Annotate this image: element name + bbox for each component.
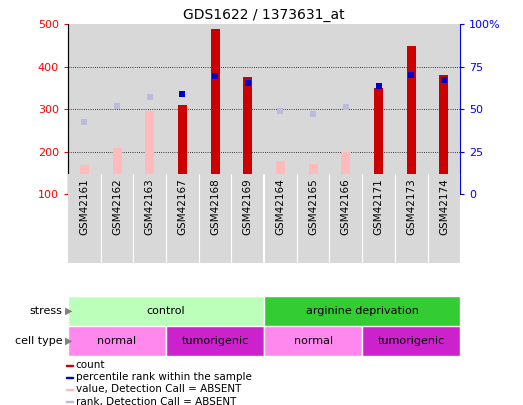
Bar bbox=[68, 296, 264, 326]
Bar bbox=[166, 24, 199, 194]
Bar bbox=[439, 75, 448, 194]
Text: normal: normal bbox=[97, 336, 137, 346]
Bar bbox=[264, 24, 297, 194]
Bar bbox=[65, 377, 73, 378]
Text: tumorigenic: tumorigenic bbox=[378, 336, 445, 346]
Bar bbox=[395, 174, 428, 263]
Text: GSM42169: GSM42169 bbox=[243, 179, 253, 235]
Bar bbox=[145, 111, 154, 194]
Bar bbox=[264, 326, 362, 356]
Bar bbox=[231, 24, 264, 194]
Bar bbox=[166, 174, 199, 263]
Bar bbox=[65, 364, 73, 366]
Bar bbox=[199, 24, 231, 194]
Text: GSM42163: GSM42163 bbox=[145, 179, 155, 235]
Text: count: count bbox=[76, 360, 105, 370]
Bar bbox=[243, 77, 252, 194]
Text: GSM42174: GSM42174 bbox=[439, 179, 449, 235]
Bar bbox=[395, 24, 428, 194]
Bar bbox=[309, 164, 317, 194]
Text: ▶: ▶ bbox=[65, 336, 73, 346]
Text: arginine deprivation: arginine deprivation bbox=[306, 306, 418, 316]
Bar bbox=[407, 46, 416, 194]
Bar bbox=[68, 24, 100, 194]
Bar bbox=[428, 24, 460, 194]
Bar bbox=[68, 174, 100, 263]
Text: cell type: cell type bbox=[15, 336, 63, 346]
Bar bbox=[264, 296, 460, 326]
Text: ▶: ▶ bbox=[65, 306, 73, 316]
Bar bbox=[68, 326, 166, 356]
Bar bbox=[342, 152, 350, 194]
Text: tumorigenic: tumorigenic bbox=[181, 336, 249, 346]
Bar bbox=[100, 174, 133, 263]
Bar bbox=[65, 389, 73, 390]
Bar bbox=[231, 174, 264, 263]
Bar bbox=[112, 149, 121, 194]
Text: control: control bbox=[147, 306, 185, 316]
Bar bbox=[65, 401, 73, 402]
Text: GSM42171: GSM42171 bbox=[373, 179, 383, 235]
Bar bbox=[428, 174, 460, 263]
Bar bbox=[362, 174, 395, 263]
Text: stress: stress bbox=[30, 306, 63, 316]
Text: GSM42173: GSM42173 bbox=[406, 179, 416, 235]
Bar bbox=[133, 174, 166, 263]
Text: percentile rank within the sample: percentile rank within the sample bbox=[76, 372, 252, 382]
Text: GSM42167: GSM42167 bbox=[177, 179, 187, 235]
Text: rank, Detection Call = ABSENT: rank, Detection Call = ABSENT bbox=[76, 396, 236, 405]
Text: GSM42165: GSM42165 bbox=[308, 179, 318, 235]
Bar bbox=[133, 24, 166, 194]
Bar bbox=[362, 326, 460, 356]
Bar bbox=[374, 88, 383, 194]
Text: GSM42164: GSM42164 bbox=[276, 179, 286, 235]
Bar bbox=[199, 174, 231, 263]
Text: value, Detection Call = ABSENT: value, Detection Call = ABSENT bbox=[76, 384, 241, 394]
Bar bbox=[264, 174, 297, 263]
Bar bbox=[166, 326, 264, 356]
Bar bbox=[329, 174, 362, 263]
Title: GDS1622 / 1373631_at: GDS1622 / 1373631_at bbox=[183, 8, 345, 22]
Bar bbox=[297, 24, 329, 194]
Bar bbox=[80, 166, 89, 194]
Bar bbox=[178, 105, 187, 194]
Text: GSM42162: GSM42162 bbox=[112, 179, 122, 235]
Text: GSM42166: GSM42166 bbox=[341, 179, 351, 235]
Bar bbox=[362, 24, 395, 194]
Text: GSM42168: GSM42168 bbox=[210, 179, 220, 235]
Text: normal: normal bbox=[293, 336, 333, 346]
Bar bbox=[329, 24, 362, 194]
Bar bbox=[100, 24, 133, 194]
Bar bbox=[276, 161, 285, 194]
Text: GSM42161: GSM42161 bbox=[79, 179, 89, 235]
Bar bbox=[297, 174, 329, 263]
Bar bbox=[211, 28, 220, 194]
